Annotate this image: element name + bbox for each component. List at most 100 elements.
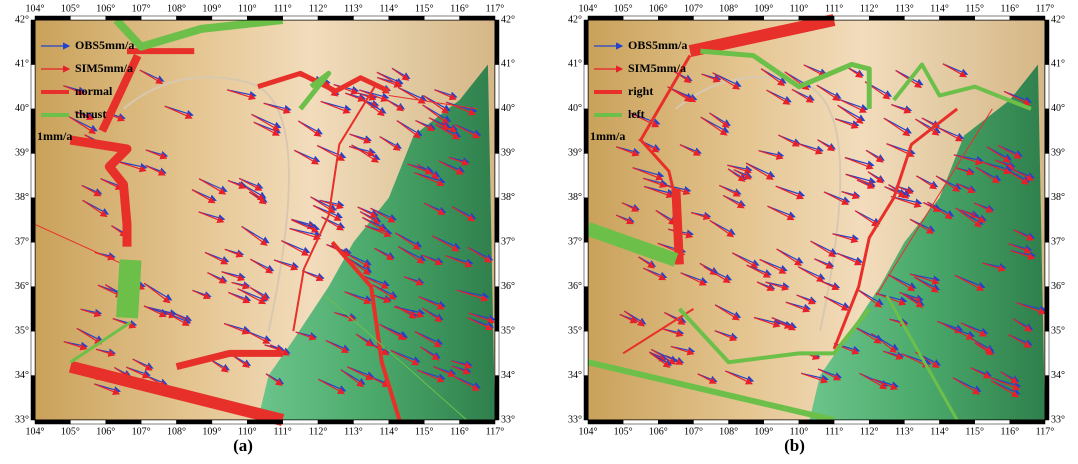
y-tick-label: 33°	[568, 414, 582, 425]
x-tick-label: 108°	[167, 426, 186, 437]
x-tick-label: 109°	[754, 426, 773, 437]
frame-tick	[31, 153, 35, 197]
frame-tick	[1045, 331, 1049, 375]
x-tick-label: 113°	[895, 426, 914, 437]
frame-tick	[623, 420, 658, 424]
frame-tick	[495, 198, 499, 242]
x-tick-label: 105°	[614, 3, 633, 14]
frame-tick	[588, 16, 623, 20]
frame-tick	[1045, 20, 1049, 64]
map-panel: 104°104°105°105°106°106°107°107°108°108°…	[568, 3, 1065, 455]
x-tick-label: 112°	[309, 426, 328, 437]
legend-label: SIM5mm/a	[75, 61, 133, 75]
frame-tick	[1045, 153, 1049, 197]
x-tick-label: 117°	[1036, 426, 1055, 437]
y-tick-label: 38°	[1051, 192, 1065, 203]
x-tick-label: 115°	[965, 3, 984, 14]
y-tick-label: 38°	[501, 192, 515, 203]
frame-tick	[389, 16, 424, 20]
y-tick-label: 40°	[15, 103, 29, 114]
legend-label: OBS5mm/a	[75, 38, 134, 52]
x-tick-label: 109°	[202, 426, 221, 437]
y-tick-label: 41°	[1051, 59, 1065, 70]
x-tick-label: 114°	[930, 3, 949, 14]
frame-tick	[869, 420, 904, 424]
legend-label: left	[628, 107, 645, 121]
frame-tick	[31, 242, 35, 286]
frame-tick	[212, 420, 247, 424]
y-tick-label: 33°	[15, 414, 29, 425]
x-tick-label: 104°	[579, 3, 598, 14]
legend-label: SIM5mm/a	[628, 61, 686, 75]
frame-tick	[799, 16, 834, 20]
x-tick-label: 105°	[61, 426, 80, 437]
scale-label: 1mm/a	[590, 129, 625, 143]
x-tick-label: 113°	[344, 426, 363, 437]
y-tick-label: 42°	[1051, 14, 1065, 25]
y-tick-label: 39°	[501, 148, 515, 159]
x-tick-label: 108°	[719, 3, 738, 14]
x-tick-label: 110°	[790, 3, 809, 14]
frame-tick	[1045, 109, 1049, 153]
frame-tick	[247, 16, 282, 20]
frame-tick	[584, 287, 588, 331]
frame-tick	[940, 16, 975, 20]
frame-tick	[70, 420, 105, 424]
x-tick-label: 115°	[415, 3, 434, 14]
y-tick-label: 36°	[568, 281, 582, 292]
frame-tick	[1045, 242, 1049, 286]
frame-tick	[460, 420, 495, 424]
x-tick-label: 112°	[309, 3, 328, 14]
legend-label: normal	[75, 84, 113, 98]
y-tick-label: 39°	[15, 148, 29, 159]
frame-tick	[495, 64, 499, 108]
y-tick-label: 36°	[501, 281, 515, 292]
frame-tick	[283, 420, 318, 424]
frame-tick	[658, 420, 693, 424]
frame-tick	[588, 420, 623, 424]
x-tick-label: 106°	[649, 3, 668, 14]
x-tick-label: 108°	[167, 3, 186, 14]
y-tick-label: 34°	[15, 370, 29, 381]
x-tick-label: 114°	[380, 426, 399, 437]
frame-tick	[31, 287, 35, 331]
x-tick-label: 112°	[860, 426, 879, 437]
frame-tick	[869, 16, 904, 20]
frame-tick	[584, 64, 588, 108]
y-tick-label: 33°	[501, 414, 515, 425]
frame-tick	[31, 198, 35, 242]
frame-tick	[693, 420, 728, 424]
x-tick-label: 110°	[238, 3, 257, 14]
x-tick-label: 107°	[132, 426, 151, 437]
frame-tick	[495, 376, 499, 420]
x-tick-label: 107°	[684, 426, 703, 437]
x-tick-label: 108°	[719, 426, 738, 437]
y-tick-label: 35°	[501, 325, 515, 336]
scale-label: 1mm/a	[37, 129, 72, 143]
frame-tick	[834, 16, 869, 20]
x-tick-label: 111°	[825, 426, 843, 437]
frame-tick	[584, 198, 588, 242]
y-tick-label: 42°	[15, 14, 29, 25]
frame-tick	[834, 420, 869, 424]
y-tick-label: 42°	[501, 14, 515, 25]
frame-tick	[584, 242, 588, 286]
x-tick-label: 105°	[61, 3, 80, 14]
frame-tick	[584, 153, 588, 197]
frame-tick	[31, 376, 35, 420]
frame-tick	[584, 331, 588, 375]
frame-tick	[1010, 16, 1045, 20]
y-tick-label: 36°	[1051, 281, 1065, 292]
x-tick-label: 111°	[274, 3, 292, 14]
frame-tick	[623, 16, 658, 20]
y-tick-label: 40°	[501, 103, 515, 114]
x-tick-label: 114°	[930, 426, 949, 437]
frame-tick	[975, 420, 1010, 424]
y-tick-label: 41°	[568, 59, 582, 70]
x-tick-label: 116°	[1001, 3, 1020, 14]
x-tick-label: 117°	[486, 426, 505, 437]
frame-tick	[729, 16, 764, 20]
x-tick-label: 113°	[895, 3, 914, 14]
y-tick-label: 39°	[1051, 148, 1065, 159]
frame-tick	[389, 420, 424, 424]
